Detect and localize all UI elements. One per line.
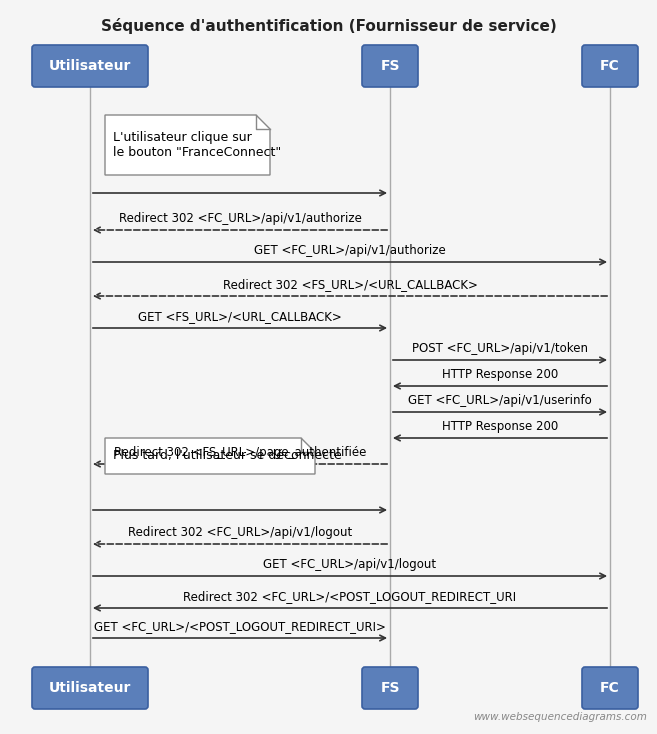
FancyBboxPatch shape [32, 667, 148, 709]
Text: Redirect 302 <FC_URL>/api/v1/authorize: Redirect 302 <FC_URL>/api/v1/authorize [118, 212, 361, 225]
Polygon shape [105, 115, 270, 175]
Text: Redirect 302 <FS_URL>/page_authentifiée: Redirect 302 <FS_URL>/page_authentifiée [114, 446, 366, 459]
Text: POST <FC_URL>/api/v1/token: POST <FC_URL>/api/v1/token [412, 342, 588, 355]
Text: L'utilisateur clique sur
le bouton "FranceConnect": L'utilisateur clique sur le bouton "Fran… [113, 131, 281, 159]
FancyBboxPatch shape [582, 667, 638, 709]
FancyBboxPatch shape [32, 45, 148, 87]
Text: Utilisateur: Utilisateur [49, 681, 131, 695]
Polygon shape [105, 438, 315, 474]
Text: Redirect 302 <FC_URL>/api/v1/logout: Redirect 302 <FC_URL>/api/v1/logout [128, 526, 352, 539]
Text: FC: FC [600, 681, 620, 695]
Text: GET <FC_URL>/api/v1/authorize: GET <FC_URL>/api/v1/authorize [254, 244, 446, 257]
Text: GET <FC_URL>/api/v1/logout: GET <FC_URL>/api/v1/logout [263, 558, 436, 571]
FancyBboxPatch shape [582, 45, 638, 87]
Text: www.websequencediagrams.com: www.websequencediagrams.com [473, 712, 647, 722]
Text: Redirect 302 <FS_URL>/<URL_CALLBACK>: Redirect 302 <FS_URL>/<URL_CALLBACK> [223, 278, 478, 291]
Text: GET <FC_URL>/<POST_LOGOUT_REDIRECT_URI>: GET <FC_URL>/<POST_LOGOUT_REDIRECT_URI> [94, 620, 386, 633]
Text: Séquence d'authentification (Fournisseur de service): Séquence d'authentification (Fournisseur… [101, 18, 556, 34]
FancyBboxPatch shape [362, 667, 418, 709]
Text: GET <FC_URL>/api/v1/userinfo: GET <FC_URL>/api/v1/userinfo [408, 394, 592, 407]
Text: Utilisateur: Utilisateur [49, 59, 131, 73]
Text: FS: FS [380, 681, 399, 695]
Text: FC: FC [600, 59, 620, 73]
Text: HTTP Response 200: HTTP Response 200 [442, 420, 558, 433]
Text: HTTP Response 200: HTTP Response 200 [442, 368, 558, 381]
Text: Plus tard, l'utilisateur se déconnecte: Plus tard, l'utilisateur se déconnecte [113, 449, 342, 462]
Text: FS: FS [380, 59, 399, 73]
Text: Redirect 302 <FC_URL>/<POST_LOGOUT_REDIRECT_URI: Redirect 302 <FC_URL>/<POST_LOGOUT_REDIR… [183, 590, 516, 603]
Text: GET <FS_URL>/<URL_CALLBACK>: GET <FS_URL>/<URL_CALLBACK> [138, 310, 342, 323]
FancyBboxPatch shape [362, 45, 418, 87]
